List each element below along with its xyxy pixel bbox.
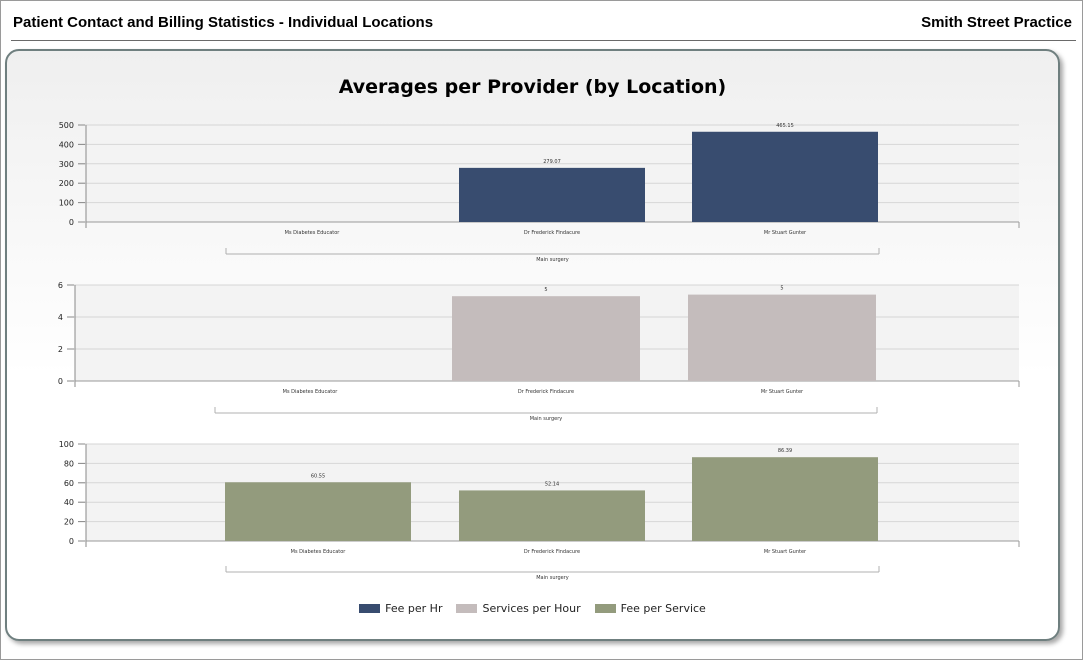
y-tick-label: 0 xyxy=(69,218,74,227)
group-label: Main surgery xyxy=(536,575,569,581)
y-tick-label: 20 xyxy=(64,518,74,527)
group-label: Main surgery xyxy=(536,257,569,263)
x-category-label: Mr Stuart Gunter xyxy=(764,230,807,236)
bar-fee-per-service xyxy=(459,490,645,541)
legend-label-services-per-hour: Services per Hour xyxy=(482,602,581,615)
legend-item-services-per-hour: Services per Hour xyxy=(456,602,581,615)
legend-item-fee-per-service: Fee per Service xyxy=(594,602,706,615)
x-category-label: Ms Diabetes Educator xyxy=(291,549,347,555)
bar-services-per-hour xyxy=(688,294,876,381)
y-tick-label: 0 xyxy=(69,537,74,546)
y-tick-label: 80 xyxy=(64,459,74,468)
y-tick-label: 6 xyxy=(58,281,63,290)
data-label: 5 xyxy=(780,286,783,292)
y-tick-label: 100 xyxy=(59,199,74,208)
data-label: 5 xyxy=(544,287,547,293)
data-label: 279.07 xyxy=(543,159,561,165)
report-title: Patient Contact and Billing Statistics -… xyxy=(13,14,434,31)
y-tick-label: 100 xyxy=(59,440,74,449)
bar-services-per-hour xyxy=(452,296,640,381)
y-tick-label: 400 xyxy=(59,140,74,149)
x-category-label: Mr Stuart Gunter xyxy=(761,389,804,395)
y-tick-label: 200 xyxy=(59,179,74,188)
y-tick-label: 40 xyxy=(64,498,74,507)
practice-name: Smith Street Practice xyxy=(921,14,1072,31)
legend-label-fee-per-hr: Fee per Hr xyxy=(385,602,443,615)
y-tick-label: 300 xyxy=(59,160,74,169)
header-divider xyxy=(11,40,1076,41)
x-category-label: Ms Diabetes Educator xyxy=(283,389,339,395)
chart-legend: Fee per Hr Services per Hour Fee per Ser… xyxy=(0,602,1065,615)
chart-title: Averages per Provider (by Location) xyxy=(338,76,727,98)
y-tick-label: 500 xyxy=(59,121,74,130)
y-tick-label: 2 xyxy=(58,345,63,354)
data-label: 465.15 xyxy=(776,123,794,129)
y-tick-label: 60 xyxy=(64,479,74,488)
y-tick-label: 4 xyxy=(58,313,63,322)
bar-fee-per-hr xyxy=(692,131,878,222)
y-tick-label: 0 xyxy=(58,377,63,386)
x-category-label: Ms Diabetes Educator xyxy=(285,230,341,236)
x-category-label: Mr Stuart Gunter xyxy=(764,549,807,555)
x-category-label: Dr Frederick Findacure xyxy=(524,549,580,555)
data-label: 60.55 xyxy=(311,473,325,479)
legend-swatch-fee-per-hr xyxy=(359,604,381,613)
bar-fee-per-hr xyxy=(459,167,645,222)
legend-swatch-services-per-hour xyxy=(456,604,478,613)
x-category-label: Dr Frederick Findacure xyxy=(518,389,574,395)
data-label: 52.14 xyxy=(545,481,559,487)
legend-label-fee-per-service: Fee per Service xyxy=(620,602,706,615)
legend-swatch-fee-per-service xyxy=(594,604,616,613)
bar-fee-per-service xyxy=(692,457,878,541)
data-label: 86.39 xyxy=(778,448,792,454)
group-label: Main surgery xyxy=(530,416,563,422)
legend-item-fee-per-hr: Fee per Hr xyxy=(359,602,442,615)
x-category-label: Dr Frederick Findacure xyxy=(524,230,580,236)
bar-fee-per-service xyxy=(225,482,411,541)
